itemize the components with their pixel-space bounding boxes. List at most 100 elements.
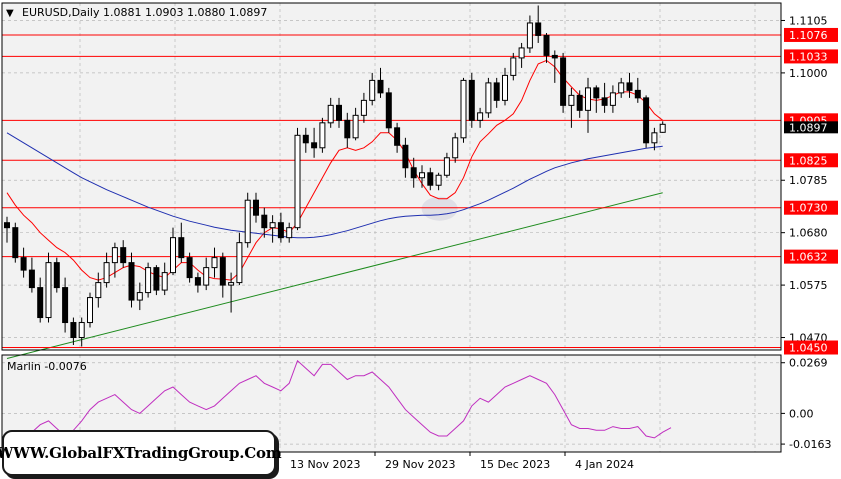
candle-body <box>485 82 492 114</box>
candle-body <box>178 237 185 259</box>
candle-body <box>78 322 85 339</box>
candle <box>659 121 666 133</box>
candle-body <box>111 247 118 264</box>
candle-body <box>319 122 326 149</box>
candle <box>120 240 127 268</box>
current-price-bg <box>784 121 838 134</box>
candle-body <box>551 54 558 59</box>
level-label-bg <box>784 340 838 355</box>
candle <box>360 92 367 123</box>
candle-body <box>651 132 658 144</box>
candle <box>128 252 135 308</box>
pane-frames <box>1 2 782 453</box>
candle-body <box>452 137 459 159</box>
candle-body <box>128 262 135 301</box>
candle <box>609 85 616 113</box>
candle-body <box>394 127 401 146</box>
candle-body <box>510 57 517 76</box>
candle-body <box>70 322 77 339</box>
level-label: 1.0825 <box>789 154 828 167</box>
candle-body <box>219 257 226 286</box>
candle <box>626 72 633 98</box>
price-pane-frame <box>1 2 782 351</box>
candle <box>551 50 558 83</box>
candle <box>87 292 93 328</box>
candle <box>493 77 500 108</box>
candle-body <box>269 222 276 229</box>
candle <box>634 77 641 103</box>
candle-body <box>460 79 467 139</box>
price-grid <box>2 3 781 350</box>
price-pane-bg <box>2 3 781 350</box>
candle-body <box>277 222 284 239</box>
candle <box>302 127 309 153</box>
candle <box>178 222 185 263</box>
candle-body <box>211 257 218 269</box>
symbol-ohlc-header: EURUSD,Daily 1.0881 1.0903 1.0880 1.0897 <box>22 6 267 19</box>
candle-body <box>103 262 110 284</box>
candle <box>593 85 600 113</box>
candle <box>543 32 550 63</box>
candle <box>518 42 525 68</box>
candle-body <box>37 287 44 319</box>
candle <box>4 216 10 243</box>
candle <box>95 272 102 308</box>
candle-body <box>261 214 268 229</box>
candle <box>352 107 359 141</box>
candle <box>585 77 591 133</box>
candle-body <box>576 94 583 111</box>
candle <box>568 87 575 128</box>
level-label-bg <box>784 49 838 64</box>
x-tick-label: 15 Dec 2023 <box>480 458 550 471</box>
candle-body <box>427 172 434 186</box>
candle-body <box>20 257 27 271</box>
candle-body <box>95 282 102 299</box>
highlight-ellipse <box>421 196 458 221</box>
candle <box>601 82 608 113</box>
candle-body <box>87 297 93 324</box>
candle <box>468 72 475 128</box>
red-moving-average <box>6 59 664 281</box>
candle-body <box>286 227 293 239</box>
candle-body <box>12 227 19 259</box>
candle-body <box>294 134 301 229</box>
candle-body <box>369 79 376 101</box>
candle <box>286 222 293 243</box>
candle-body <box>186 257 193 279</box>
candle <box>136 282 143 311</box>
level-label: 1.1076 <box>789 29 828 42</box>
candle-body <box>153 267 160 291</box>
candle-body <box>568 94 575 106</box>
chart-menu-arrow-icon[interactable]: ▼ <box>6 8 14 19</box>
moving-averages <box>6 59 664 281</box>
candle <box>37 277 44 323</box>
candle-body <box>618 82 625 94</box>
level-label-bg <box>784 200 838 215</box>
candle-body <box>634 89 641 99</box>
candle <box>502 67 508 106</box>
candle-body <box>28 269 35 289</box>
candle <box>219 252 226 298</box>
candle-body <box>502 74 508 101</box>
candle <box>319 117 326 153</box>
candle <box>311 127 318 158</box>
candle-body <box>385 92 392 129</box>
candle-body <box>4 222 10 229</box>
y-tick-label: 0.0269 <box>789 357 828 370</box>
candle-body <box>236 242 243 284</box>
current-price-label: 1.0897 <box>789 121 828 134</box>
candle-body <box>593 87 600 99</box>
candle <box>244 192 251 248</box>
candle-body <box>336 104 342 121</box>
candle <box>294 127 301 231</box>
candle-body <box>228 282 235 286</box>
candle <box>576 90 583 118</box>
candle <box>28 257 35 293</box>
marlin-indicator-title: Marlin -0.0076 <box>7 360 87 373</box>
candle-body <box>410 167 417 179</box>
candle <box>62 277 69 333</box>
y-tick-label: 1.0785 <box>789 174 828 187</box>
candle-body <box>170 237 176 274</box>
candle-body <box>626 82 633 91</box>
